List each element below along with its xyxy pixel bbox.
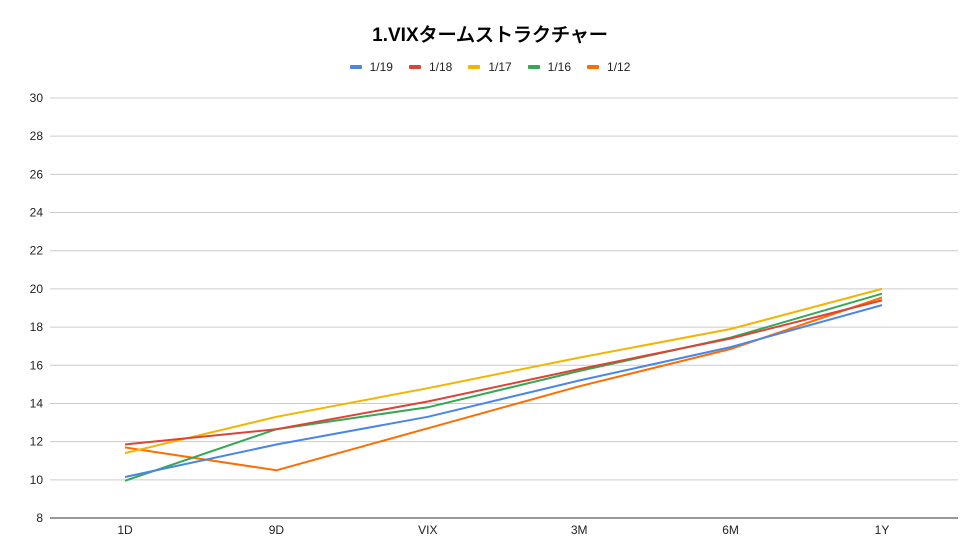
- x-tick-label: 1D: [117, 523, 133, 537]
- x-tick-label: 3M: [571, 523, 588, 537]
- legend-swatch: [587, 65, 600, 69]
- legend-item: 1/18: [408, 60, 453, 74]
- legend-swatch: [349, 65, 362, 69]
- legend-item: 1/19: [349, 60, 393, 74]
- x-tick-label: VIX: [418, 523, 437, 537]
- y-tick-label: 28: [30, 129, 44, 143]
- legend-swatch: [527, 65, 540, 69]
- y-tick-label: 8: [36, 511, 43, 525]
- legend: 1/19 1/18 1/17 1/16 1/12: [0, 60, 980, 74]
- legend-label: 1/17: [488, 60, 512, 74]
- y-axis-ticks: 8 10 12 14 16 18 20 22 24 26 28 30: [30, 91, 44, 525]
- y-tick-label: 30: [30, 91, 44, 105]
- y-tick-label: 24: [30, 206, 44, 220]
- legend-label: 1/19: [369, 60, 393, 74]
- legend-item: 1/17: [468, 60, 512, 74]
- chart-title: 1.VIXタームストラクチャー: [372, 25, 608, 46]
- series-line-1-16: [124, 292, 883, 482]
- grid-lines: [50, 97, 958, 519]
- y-tick-label: 26: [30, 167, 44, 181]
- legend-label: 1/12: [607, 60, 631, 74]
- legend-swatch: [408, 65, 421, 69]
- legend-swatch: [468, 65, 481, 69]
- y-tick-label: 16: [30, 358, 44, 372]
- series-line-1-12: [124, 296, 883, 472]
- series-line-1-18: [124, 299, 883, 446]
- y-tick-label: 14: [30, 396, 44, 410]
- legend-item: 1/16: [527, 60, 572, 74]
- series-lines: [124, 287, 883, 482]
- x-tick-label: 9D: [269, 523, 285, 537]
- y-tick-label: 10: [30, 473, 44, 487]
- x-tick-label: 6M: [722, 523, 739, 537]
- x-tick-label: 1Y: [875, 523, 890, 537]
- x-axis-ticks: 1D 9D VIX 3M 6M 1Y: [117, 523, 889, 537]
- legend-label: 1/18: [428, 60, 453, 74]
- series-line-1-19: [124, 304, 883, 478]
- legend-item: 1/12: [587, 60, 630, 74]
- series-line-1-17: [124, 287, 883, 455]
- y-tick-label: 20: [30, 282, 44, 296]
- y-tick-label: 12: [30, 435, 44, 449]
- legend-label: 1/16: [547, 60, 572, 74]
- y-tick-label: 18: [30, 320, 44, 334]
- y-tick-label: 22: [30, 244, 44, 258]
